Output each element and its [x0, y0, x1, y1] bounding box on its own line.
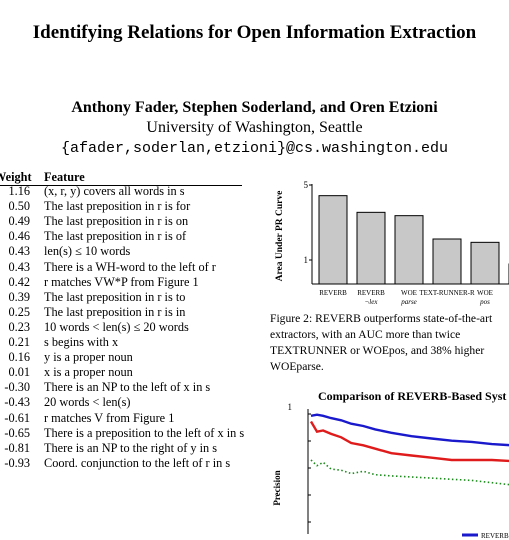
weight-cell: -0.30 — [4, 380, 30, 395]
series-line — [309, 420, 509, 463]
weight-cell: 0.43 — [8, 259, 30, 274]
paper-title: Identifying Relations for Open Informati… — [32, 22, 477, 43]
feature-cell: The last preposition in r is on — [44, 214, 189, 229]
weight-cell: 0.01 — [8, 365, 30, 380]
paper-email: {afader,soderlan,etzioni}@cs.washington.… — [60, 140, 449, 157]
x-tick-label-line2: pos — [479, 298, 490, 306]
weight-cell: -0.81 — [4, 440, 30, 455]
series-line — [310, 413, 509, 447]
feature-cell: The last preposition in r is in — [44, 304, 186, 319]
feature-cell: There is an NP to the right of y in s — [44, 440, 218, 455]
feature-cell: There is a WH-word to the left of r — [44, 259, 216, 274]
feature-cell: The last preposition in r is of — [44, 229, 187, 244]
caption-line: extractors, with an AUC more than twice — [270, 328, 461, 341]
feature-cell: len(s) ≤ 10 words — [44, 244, 131, 259]
feature-cell: y is a proper noun — [44, 350, 133, 365]
caption-line: Figure 2: REVERB outperforms state-of-th… — [270, 312, 493, 325]
paper-affiliation: University of Washington, Seattle — [146, 119, 363, 136]
weight-cell: 0.50 — [8, 199, 30, 214]
x-tick-label-line2: parse — [400, 298, 417, 306]
weight-cell: 0.16 — [8, 350, 30, 365]
weight-header: Weight — [0, 170, 32, 184]
feature-cell: r matches V from Figure 1 — [44, 410, 175, 425]
weight-cell: -0.93 — [4, 455, 30, 470]
bar — [356, 211, 386, 285]
weight-cell: -0.65 — [4, 425, 30, 440]
feature-cell: x is a proper noun — [44, 365, 133, 380]
x-tick-label: REVERB — [319, 289, 347, 297]
feature-cell: r matches VW*P from Figure 1 — [44, 274, 199, 289]
weight-cell: 0.21 — [8, 335, 30, 349]
bar — [470, 241, 500, 285]
weight-cell: -0.43 — [4, 395, 30, 410]
caption-line: TEXTRUNNER or WOEpos, and 38% higher — [270, 344, 485, 357]
paper-authors: Anthony Fader, Stephen Soderland, and Or… — [71, 99, 438, 116]
chart-title: Comparison of REVERB-Based Syst — [318, 389, 506, 403]
feature-cell: s begins with x — [44, 335, 119, 349]
feature-cell: The last preposition in r is to — [44, 289, 186, 304]
y-axis-label: Precision — [272, 470, 282, 505]
feature-cell: 20 words < len(s) — [44, 395, 131, 410]
bar — [318, 195, 348, 285]
y-tick-label: 5 — [304, 180, 309, 190]
weight-cell: 1.16 — [8, 184, 30, 198]
weight-cell: 0.46 — [8, 229, 30, 244]
y-tick-label: 1 — [288, 402, 293, 412]
feature-cell: (x, r, y) covers all words in s — [44, 184, 185, 198]
weight-cell: -0.61 — [4, 410, 30, 425]
x-tick-label: WOE — [401, 289, 417, 297]
weight-cell: 0.25 — [8, 304, 30, 319]
x-tick-label: WOE — [477, 289, 493, 297]
caption-line: WOEparse. — [270, 360, 324, 373]
feature-cell: There is a preposition to the left of x … — [44, 425, 245, 440]
weight-cell: 0.23 — [8, 319, 30, 334]
series-line — [310, 459, 509, 486]
feature-header: Feature — [44, 170, 85, 184]
x-tick-label-line2: ¬lex — [365, 298, 379, 306]
x-tick-label: TEXT-RUNNER-R — [419, 289, 475, 297]
weight-cell: 0.39 — [8, 289, 30, 304]
feature-cell: The last preposition in r is for — [44, 199, 191, 214]
legend-label: REVERB — [481, 532, 509, 540]
y-axis-label: Area Under PR Curve — [275, 191, 285, 282]
weight-cell: 0.43 — [8, 244, 30, 259]
feature-cell: Coord. conjunction to the left of r in s — [44, 455, 231, 470]
figure2-caption: Figure 2: REVERB outperforms state-of-th… — [270, 311, 509, 375]
weight-cell: 0.42 — [8, 274, 30, 289]
bar — [394, 215, 424, 285]
weight-cell: 0.49 — [8, 214, 30, 229]
bar — [432, 238, 462, 285]
x-tick-label: REVERB — [357, 289, 385, 297]
y-tick-label: 1 — [304, 255, 309, 265]
line-chart: Comparison of REVERB-Based Syst 1 Precisio… — [272, 389, 509, 540]
feature-cell: 10 words < len(s) ≤ 20 words — [44, 319, 189, 334]
table-rule — [0, 185, 242, 186]
feature-cell: There is an NP to the left of x in s — [44, 380, 211, 395]
